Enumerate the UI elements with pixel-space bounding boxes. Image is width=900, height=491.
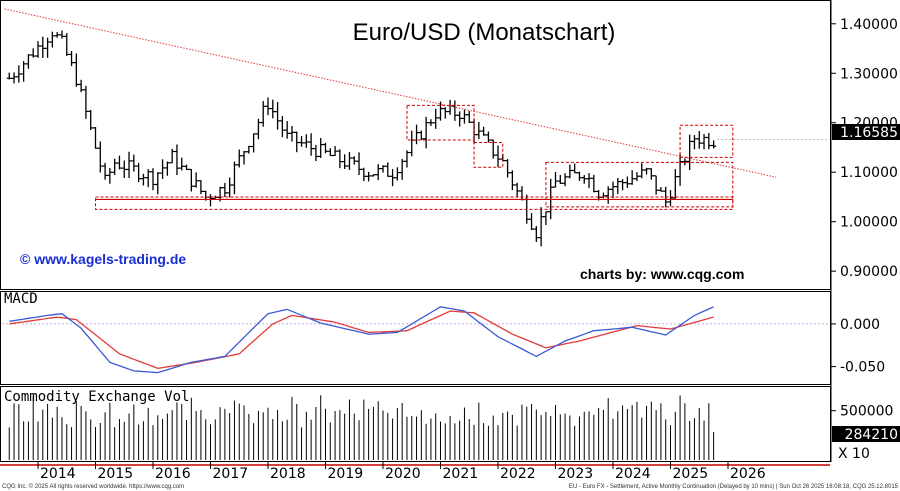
footer-left: CQG Inc. © 2025 All rights reserved worl… bbox=[2, 483, 184, 490]
volume-multiplier: X 10 bbox=[838, 446, 870, 462]
year-label: 2022 bbox=[500, 466, 536, 482]
year-label: 2020 bbox=[385, 466, 421, 482]
macd-line bbox=[9, 306, 714, 374]
year-label: 2021 bbox=[443, 466, 479, 482]
last-volume-badge bbox=[832, 426, 900, 442]
price-tick-label: 0.90000 bbox=[840, 264, 898, 280]
year-label: 2018 bbox=[270, 466, 306, 482]
current-price-badge bbox=[832, 124, 900, 140]
macd-tick-label: -0.050 bbox=[840, 360, 885, 376]
year-label: 2016 bbox=[155, 466, 191, 482]
chart-title: Euro/USD (Monatschart) bbox=[353, 19, 616, 46]
macd-signal-line bbox=[9, 310, 714, 369]
year-label: 2026 bbox=[730, 466, 766, 482]
year-label: 2014 bbox=[40, 466, 76, 482]
range-box bbox=[545, 161, 734, 208]
macd-tick-label: 0.000 bbox=[840, 317, 880, 333]
year-label: 2023 bbox=[558, 466, 594, 482]
watermark-right: charts by: www.cqg.com bbox=[580, 266, 744, 282]
range-box bbox=[406, 104, 475, 141]
range-box bbox=[679, 124, 734, 158]
price-panel bbox=[0, 0, 831, 290]
macd-panel bbox=[0, 291, 831, 385]
year-label: 2024 bbox=[615, 466, 651, 482]
price-tick-label: 1.00000 bbox=[840, 215, 898, 231]
volume-label: Commodity Exchange Vol bbox=[4, 389, 189, 405]
price-tick-label: 1.30000 bbox=[840, 66, 898, 82]
macd-label: MACD bbox=[4, 291, 38, 307]
footer-right: EU - Euro FX - Settlement, Active Monthl… bbox=[569, 484, 899, 490]
year-label: 2019 bbox=[328, 466, 364, 482]
volume-tick-label: 500000 bbox=[840, 404, 893, 420]
price-tick-label: 1.10000 bbox=[840, 165, 898, 181]
year-label: 2015 bbox=[98, 466, 134, 482]
price-tick-label: 1.40000 bbox=[840, 17, 898, 33]
current-price-value: 1.16585 bbox=[840, 125, 898, 141]
year-label: 2025 bbox=[673, 466, 709, 482]
watermark-left: © www.kagels-trading.de bbox=[20, 251, 186, 267]
last-volume-value: 284210 bbox=[845, 427, 898, 443]
year-label: 2017 bbox=[213, 466, 249, 482]
range-box bbox=[473, 142, 504, 168]
resistance-trendline bbox=[4, 8, 777, 178]
